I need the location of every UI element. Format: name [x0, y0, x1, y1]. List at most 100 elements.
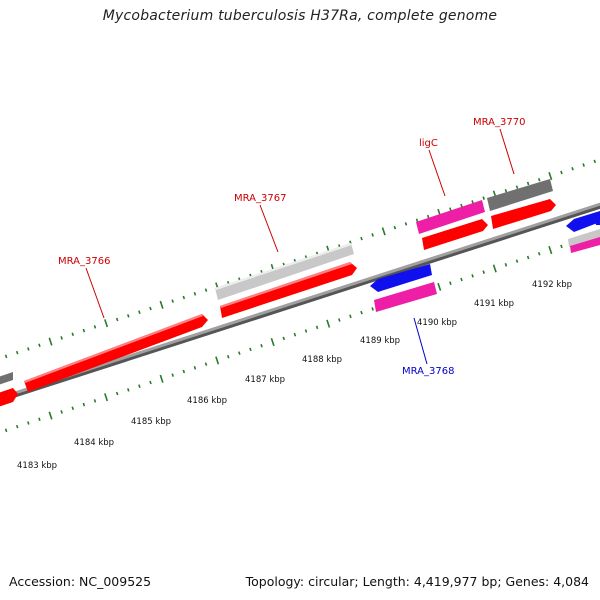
tick-mark: [471, 274, 474, 278]
tick-mark: [349, 314, 352, 319]
tick-mark: [492, 264, 497, 273]
gene-mra-3770-red[interactable]: [491, 199, 556, 229]
tick-mark: [526, 255, 530, 260]
tick-mark: [226, 354, 230, 359]
ruler-label: 4185 kbp: [131, 417, 171, 427]
tick-mark: [537, 178, 541, 182]
gene-mra-3766-highlight: [24, 314, 203, 383]
tick-mark: [115, 391, 119, 396]
tick-mark: [504, 263, 508, 267]
label-mra-3770[interactable]: MRA_3770: [473, 117, 525, 128]
tick-mark: [4, 428, 8, 433]
tick-mark: [449, 207, 452, 211]
tick-mark: [515, 259, 519, 263]
accession-text: Accession: NC_009525: [9, 574, 152, 589]
tick-mark: [460, 277, 463, 282]
tick-mark: [293, 332, 297, 337]
tick-mark: [127, 314, 130, 318]
tick-mark: [560, 170, 563, 175]
tick-mark: [381, 227, 386, 236]
label-mra-3766[interactable]: MRA_3766: [58, 256, 110, 267]
genome-backbone-shadow: [0, 203, 600, 403]
tick-mark: [238, 351, 241, 355]
gene-mra-3768-blue[interactable]: [370, 264, 432, 292]
tick-mark: [415, 218, 419, 223]
gene-block-blue-right-2[interactable]: [594, 212, 600, 225]
label-mra-3768[interactable]: MRA_3768: [402, 366, 454, 377]
label-ligc[interactable]: ligC: [419, 138, 438, 149]
tick-mark: [138, 384, 141, 388]
tick-mark: [4, 354, 8, 359]
tick-mark: [460, 203, 463, 208]
tick-mark: [127, 388, 130, 392]
tick-mark: [71, 406, 75, 411]
tick-mark: [38, 343, 41, 348]
gene-mra-3766[interactable]: [24, 314, 208, 392]
ruler-label: 4192 kbp: [532, 280, 572, 290]
gene-block-gray-left[interactable]: [0, 372, 13, 386]
tick-mark: [171, 373, 174, 377]
tick-mark: [371, 307, 374, 311]
ruler-label: 4183 kbp: [17, 461, 57, 471]
ruler-label: 4184 kbp: [74, 438, 114, 448]
tick-mark: [249, 347, 252, 352]
tick-mark: [515, 185, 519, 189]
tick-mark: [282, 336, 286, 341]
gene-block-pink-right[interactable]: [570, 237, 600, 253]
gene-mra-3767-gray[interactable]: [215, 243, 354, 300]
tick-mark: [60, 410, 63, 414]
gene-ligc-red[interactable]: [422, 219, 488, 250]
outer-tick-track: [4, 159, 597, 359]
tick-mark: [471, 200, 474, 204]
tick-mark: [371, 233, 374, 237]
tick-mark: [482, 270, 485, 274]
gene-mra-3767-red[interactable]: [220, 262, 357, 318]
map-title: Mycobacterium tuberculosis H37Ra, comple…: [102, 8, 498, 24]
tick-mark: [38, 417, 41, 422]
tick-mark: [138, 310, 141, 314]
ruler-label: 4188 kbp: [302, 355, 342, 365]
tick-mark: [82, 328, 86, 333]
tick-mark: [360, 310, 363, 315]
tick-mark: [93, 325, 97, 329]
gene-mra-3767-red-highlight: [220, 262, 352, 308]
tick-mark: [182, 369, 186, 374]
tick-mark: [437, 282, 442, 291]
tick-mark: [360, 236, 363, 241]
tick-mark: [171, 299, 174, 303]
tick-mark: [115, 317, 119, 322]
tick-mark: [182, 295, 186, 300]
tick-mark: [315, 325, 319, 330]
tick-mark: [571, 166, 574, 171]
tick-mark: [149, 306, 152, 311]
tick-mark: [104, 393, 109, 402]
genome-backbone: [0, 202, 600, 400]
label-leaders: [85, 128, 515, 365]
tick-mark: [27, 421, 30, 425]
gene-mra-3768-pink[interactable]: [374, 282, 437, 312]
tick-mark: [27, 347, 30, 351]
tick-mark: [548, 172, 553, 181]
tick-mark: [393, 225, 397, 230]
tick-mark: [82, 402, 86, 407]
tick-mark: [193, 366, 197, 370]
gene-block-red-left[interactable]: [0, 388, 18, 408]
tick-mark: [60, 336, 63, 340]
gene-ligc-pink[interactable]: [416, 200, 485, 234]
ruler-label: 4187 kbp: [245, 375, 285, 385]
tick-mark: [504, 189, 508, 193]
tick-mark: [48, 411, 53, 420]
gene-block-blue-right[interactable]: [566, 211, 600, 232]
tick-mark: [593, 159, 597, 164]
label-mra-3767[interactable]: MRA_3767: [234, 193, 286, 204]
tick-mark: [326, 319, 331, 328]
tick-mark: [270, 338, 275, 347]
gene-mra-3770-gray[interactable]: [487, 179, 553, 211]
genome-summary: Topology: circular; Length: 4,419,977 bp…: [245, 574, 589, 589]
tick-mark: [204, 362, 208, 366]
tick-mark: [193, 292, 197, 296]
ruler-label: 4191 kbp: [474, 299, 514, 309]
gene-block-gray-right[interactable]: [568, 229, 600, 247]
tick-mark: [215, 356, 220, 365]
